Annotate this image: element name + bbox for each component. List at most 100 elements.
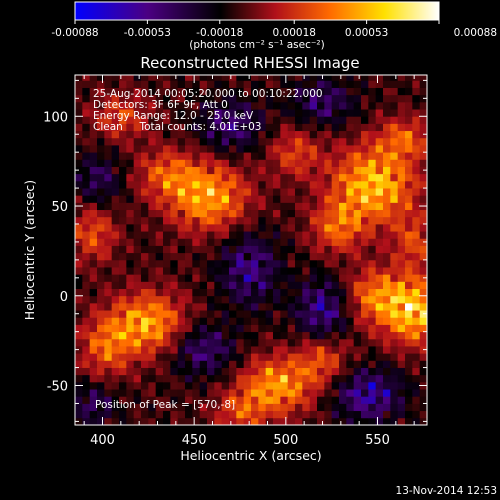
heatmap-cell [148,216,157,225]
heatmap-cell [104,245,113,254]
heatmap-cell [412,317,421,325]
heatmap-cell [346,346,355,354]
heatmap-cell [390,180,399,189]
heatmap-cell [229,417,237,425]
heatmap-cell [119,331,127,340]
heatmap-cell [339,145,347,153]
heatmap-cell [280,324,289,333]
heatmap-cell [148,209,157,218]
heatmap-cell [361,159,369,167]
heatmap-cell [155,80,164,88]
heatmap-cell [258,381,267,390]
heatmap-cell [133,310,142,318]
heatmap-cell [185,101,193,110]
heatmap-cell [192,259,201,268]
heatmap-cell [295,396,303,404]
heatmap-cell [302,403,311,412]
heatmap-cell [133,360,142,368]
heatmap-cell [214,216,223,225]
heatmap-cell [82,245,91,254]
heatmap-cell [251,374,259,383]
heatmap-cell [185,259,193,268]
heatmap-cell [221,130,230,139]
heatmap-cell [185,159,193,167]
heatmap-cell [397,353,406,361]
heatmap-cell [148,274,157,282]
heatmap-cell [309,238,318,246]
heatmap-cell [236,101,245,110]
heatmap-cell [236,238,245,246]
heatmap-cell [273,346,281,354]
heatmap-cell [265,137,274,146]
heatmap-cell [177,94,186,103]
heatmap-cell [368,295,377,304]
heatmap-cell [265,274,274,282]
heatmap-cell [302,396,311,404]
heatmap-cell [309,274,318,282]
heatmap-cell [199,238,208,246]
heatmap-cell [199,396,208,404]
heatmap-cell [75,159,83,167]
heatmap-cell [236,152,245,160]
heatmap-cell [412,209,421,218]
x-tick-label: 450 [182,433,207,448]
heatmap-cell [177,381,186,390]
heatmap-cell [287,195,296,203]
heatmap-cell [170,274,179,282]
heatmap-cell [229,223,237,232]
heatmap-cell [126,159,135,167]
heatmap-cell [339,331,347,340]
heatmap-cell [214,116,223,124]
heatmap-cell [309,75,318,81]
heatmap-cell [324,173,333,182]
heatmap-cell [280,173,289,182]
heatmap-cell [339,75,347,81]
heatmap-cell [324,245,333,254]
heatmap-cell [324,152,333,160]
heatmap-cell [346,302,355,311]
heatmap-cell [243,238,252,246]
heatmap-cell [229,152,237,160]
heatmap-cell [339,338,347,347]
heatmap-cell [265,109,274,117]
heatmap-cell [375,101,384,110]
colorbar-tick-label: -0.00018 [196,27,243,39]
heatmap-cell [192,310,201,318]
heatmap-cell [375,209,384,218]
heatmap-cell [126,274,135,282]
heatmap-cell [375,403,384,412]
heatmap-cell [353,130,362,139]
heatmap-cell [353,267,362,275]
heatmap-cell [390,173,399,182]
heatmap-cell [148,152,157,160]
heatmap-cell [170,267,179,275]
heatmap-cell [111,216,120,225]
heatmap-cell [155,101,164,110]
heatmap-cell [317,374,325,383]
heatmap-cell [155,245,164,254]
heatmap-cell [221,324,230,333]
heatmap-cell [353,338,362,347]
heatmap-cell [75,195,83,203]
heatmap-cell [353,353,362,361]
heatmap-cell [368,331,377,340]
heatmap-cell [361,259,369,268]
heatmap-cell [155,152,164,160]
heatmap-cell [111,410,120,419]
heatmap-cell [97,281,105,289]
heatmap-cell [111,288,120,297]
heatmap-cell [207,87,215,96]
heatmap-cell [82,410,91,419]
heatmap-cell [104,166,113,175]
heatmap-cell [170,137,179,146]
heatmap-cell [419,152,427,160]
heatmap-cell [317,87,325,96]
heatmap-cell [214,367,223,376]
heatmap-cell [317,137,325,146]
heatmap-cell [280,417,289,425]
heatmap-cell [221,188,230,196]
heatmap-cell [243,338,252,347]
heatmap-cell [419,116,427,124]
heatmap-cell [185,130,193,139]
heatmap-cell [317,302,325,311]
